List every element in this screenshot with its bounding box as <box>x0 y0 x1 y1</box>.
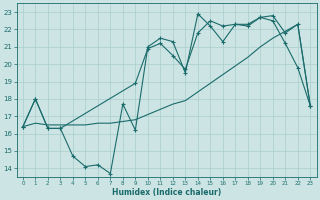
X-axis label: Humidex (Indice chaleur): Humidex (Indice chaleur) <box>112 188 221 197</box>
